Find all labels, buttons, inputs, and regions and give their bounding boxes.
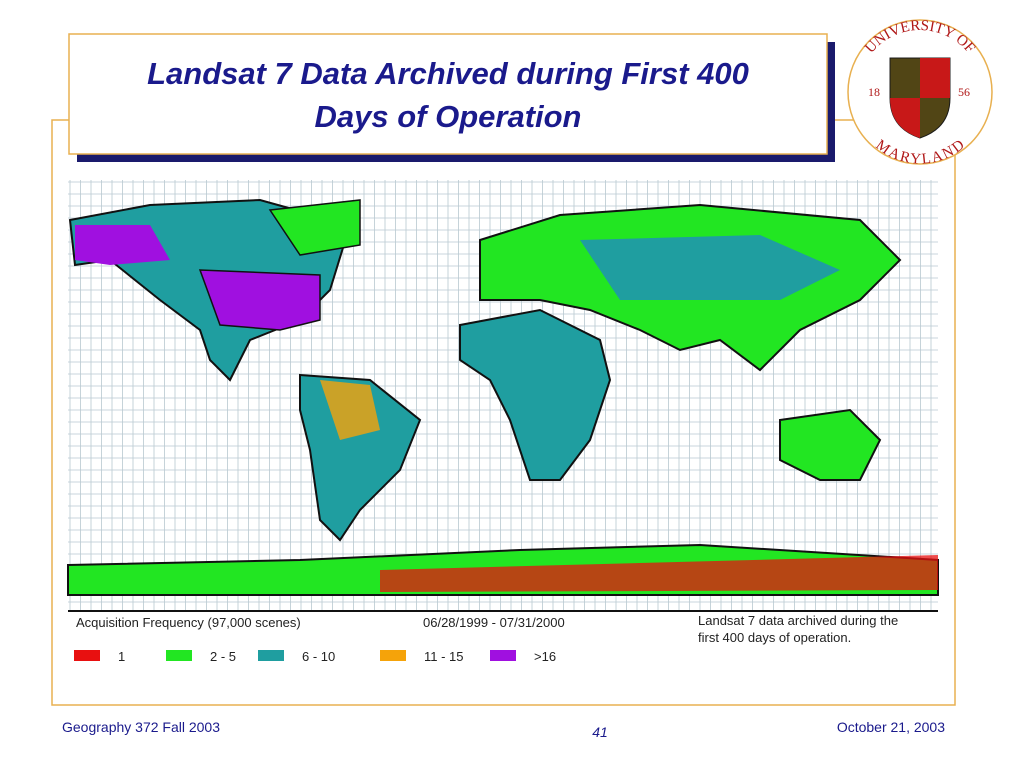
alaska-region bbox=[75, 225, 170, 265]
map-caption: first 400 days of operation. bbox=[698, 630, 851, 645]
legend-label: 1 bbox=[118, 649, 125, 664]
title-line: Landsat 7 Data Archived during First 400 bbox=[147, 56, 749, 91]
asia-region bbox=[580, 235, 840, 300]
legend-label: >16 bbox=[534, 649, 556, 664]
logo-year: 56 bbox=[958, 85, 970, 99]
footer-left: Geography 372 Fall 2003 bbox=[62, 719, 220, 735]
australia bbox=[779, 408, 882, 481]
map-caption: 06/28/1999 - 07/31/2000 bbox=[423, 615, 565, 630]
legend: 1 2 - 5 6 - 10 11 - 15 >16 bbox=[74, 649, 556, 664]
page-number: 41 bbox=[592, 724, 608, 740]
university-logo: UNIVERSITY OF MARYLAND 18 56 bbox=[847, 18, 993, 168]
legend-label: 11 - 15 bbox=[424, 649, 464, 664]
south-america bbox=[299, 373, 422, 542]
world-map bbox=[67, 180, 939, 612]
greenland bbox=[268, 199, 361, 256]
legend-label: 2 - 5 bbox=[210, 649, 236, 664]
logo-shield bbox=[889, 57, 951, 139]
legend-swatch bbox=[490, 650, 516, 661]
logo-year: 18 bbox=[868, 85, 880, 99]
legend-label: 6 - 10 bbox=[302, 649, 335, 664]
legend-swatch bbox=[380, 650, 406, 661]
antarctica-region bbox=[380, 555, 938, 592]
title-box bbox=[68, 33, 828, 155]
legend-swatch bbox=[258, 650, 284, 661]
legend-swatch bbox=[74, 650, 100, 661]
africa bbox=[459, 308, 612, 481]
amazon-region bbox=[320, 380, 380, 440]
footer-right: October 21, 2003 bbox=[837, 719, 945, 735]
usa-region bbox=[198, 269, 321, 331]
legend-swatch bbox=[166, 650, 192, 661]
map-caption: Acquisition Frequency (97,000 scenes) bbox=[76, 615, 301, 630]
title-line: Days of Operation bbox=[315, 99, 582, 134]
map-caption: Landsat 7 data archived during the bbox=[698, 613, 898, 628]
